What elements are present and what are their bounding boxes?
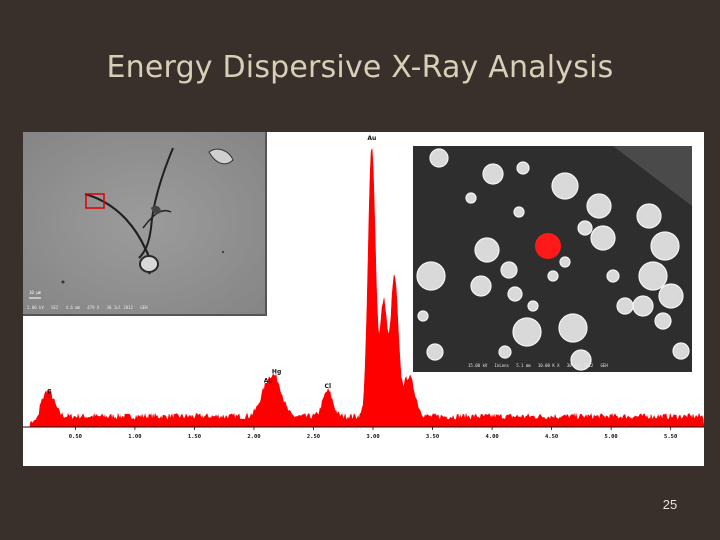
particle [672,342,690,360]
particle [559,256,571,268]
particle [498,345,512,359]
sem-right-meta-item: 5.1 mm [516,363,531,368]
sem-right-meta-item: 30 Jul 2012 [566,363,594,368]
particle [636,203,662,229]
particle [527,300,539,312]
sem-left-meta-item: SE2 [51,305,59,310]
particle [507,286,523,302]
particle [570,349,592,371]
particle [632,295,654,317]
peak-label: Au [367,135,376,142]
x-tick-label: 1.50 [188,434,201,440]
sem-left-scale-label: 10 µm [29,290,42,295]
sem-left-meta-item: 30 Jul 2012 [106,305,134,310]
particle [590,225,616,251]
peak-label: Cl [325,383,331,390]
sem-right-meta-item: InLens [494,363,509,368]
sem-right-meta: 15.00 kV InLens 5.1 mm 10.00 K X 30 Jul … [468,363,688,368]
x-tick-label: 2.50 [307,434,320,440]
particle [586,193,612,219]
particle [558,313,588,343]
x-tick-label: 2.00 [247,434,260,440]
sem-overview-graphic: 10 µm [23,132,265,314]
particle [512,317,542,347]
particle [417,310,429,322]
sem-right-meta-item: 15.00 kV [468,363,488,368]
sem-left-meta-item: 2.00 kV [27,305,44,310]
x-tick-label: 5.50 [664,434,677,440]
slide-title: Energy Dispersive X-Ray Analysis [106,50,614,85]
particle [650,231,680,261]
particle [606,269,620,283]
particle [416,261,446,291]
peak-label: C [47,389,52,396]
sem-right-meta-item: 10.00 K X [537,363,560,368]
particle [500,261,518,279]
particle [474,237,500,263]
x-tick-label: 4.00 [485,434,498,440]
sem-left-meta-item: 4.6 mm [65,305,81,310]
x-tick-label: 5.00 [605,434,618,440]
x-tick-label: 4.50 [545,434,558,440]
particle [465,192,477,204]
particle [638,261,668,291]
selection-box [85,193,105,209]
particle [577,220,593,236]
particle [482,163,504,185]
particle [470,275,492,297]
x-tick-label: 1.00 [128,434,141,440]
sem-detail-graphic [413,146,692,372]
sem-right-meta-item: GEH [600,363,608,368]
particle [429,148,449,168]
eds-spectrum-chart: 0.50 1.00 1.50 2.00 2.50 3.00 3.50 4.00 4.50 5.00… [23,135,704,440]
spectrum-series [29,148,704,428]
analysis-spot [535,233,561,259]
particle [547,270,559,282]
sem-left-meta-item: 479 X [87,305,100,310]
x-tick-label: 3.50 [426,434,439,440]
sem-left-meta: 2.00 kV SE2 4.6 mm 479 X 30 Jul 2012 GEH [27,305,261,310]
sem-image-overview: 10 µm 2.00 kV SE2 4.6 mm 479 X 30 Jul 20… [23,132,267,316]
spectrum-layer [29,148,704,428]
sem-image-detail: 15.00 kV InLens 5.1 mm 10.00 K X 30 Jul … [413,146,692,372]
particle [616,297,634,315]
particle [551,172,579,200]
particle [426,343,444,361]
particle [654,312,672,330]
particle [513,206,525,218]
x-tick-label: 0.50 [69,434,82,440]
page-number: 25 [662,497,678,512]
peak-label: Hg [272,369,281,376]
peak-label: Au [264,377,273,384]
particle [516,161,530,175]
particle-layer [416,148,690,371]
x-tick-label: 3.00 [366,434,379,440]
axis-layer: 0.50 1.00 1.50 2.00 2.50 3.00 3.50 4.00 4.50 5.00… [23,426,704,440]
sem-left-meta-item: GEH [140,305,148,310]
particle [658,283,684,309]
